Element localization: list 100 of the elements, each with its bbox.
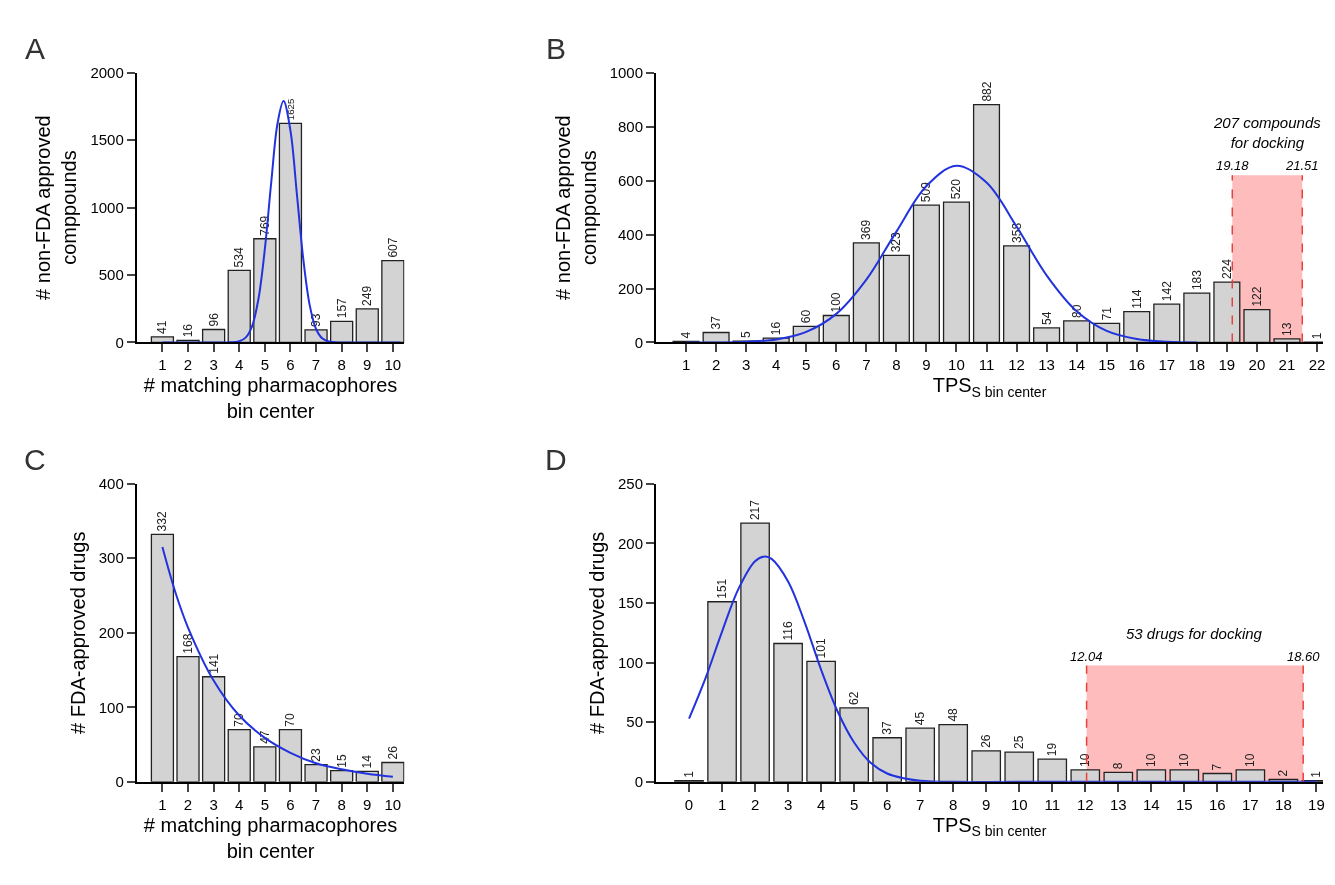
y-tick-label: 1000 bbox=[90, 198, 124, 216]
y-tick-label: 400 bbox=[617, 225, 644, 243]
x-tick-label: 19 bbox=[1218, 356, 1236, 374]
x-tick-label: 9 bbox=[363, 356, 372, 374]
data-label: 15 bbox=[334, 754, 349, 768]
x-tick-label: 10 bbox=[948, 356, 965, 374]
x-tick-label: 12 bbox=[1076, 795, 1094, 813]
x-tick-label: 20 bbox=[1248, 356, 1266, 374]
data-label: 16 bbox=[181, 323, 196, 338]
x-tick-label: 1 bbox=[681, 356, 691, 374]
data-label: 116 bbox=[781, 621, 796, 641]
data-label: 62 bbox=[847, 691, 862, 705]
x-tick-label: 4 bbox=[235, 356, 244, 374]
x-tick-label: 2 bbox=[183, 795, 193, 813]
y-tick-label: 100 bbox=[617, 653, 644, 671]
y-tick-label: 0 bbox=[634, 773, 644, 791]
x-tick-label: 8 bbox=[892, 356, 901, 374]
data-label: 45 bbox=[913, 711, 928, 726]
x-tick-label: 21 bbox=[1278, 356, 1296, 374]
x-tick-label: 13 bbox=[1109, 795, 1127, 813]
data-label: 157 bbox=[334, 297, 349, 319]
x-tick-label: 2 bbox=[183, 356, 193, 374]
data-label: 7 bbox=[1210, 763, 1225, 771]
data-label: 19 bbox=[1045, 742, 1060, 757]
data-label: 369 bbox=[859, 219, 874, 240]
data-label: 607 bbox=[385, 237, 400, 258]
data-label: 41 bbox=[155, 320, 170, 334]
data-label: 141 bbox=[206, 653, 221, 674]
y-tick-label: 2000 bbox=[90, 64, 124, 81]
data-label: 71 bbox=[1099, 306, 1114, 321]
x-tick-label: 5 bbox=[260, 356, 270, 374]
data-label: 101 bbox=[814, 638, 829, 659]
y-tick-label: 600 bbox=[617, 171, 644, 189]
y-tick-label: 500 bbox=[98, 266, 124, 284]
x-tick-label: 17 bbox=[1158, 356, 1176, 374]
y-tick-label: 250 bbox=[617, 474, 644, 492]
data-label: 1 bbox=[682, 770, 697, 778]
y-tick-label: 100 bbox=[98, 698, 124, 716]
data-label: 70 bbox=[283, 713, 298, 727]
data-label: 122 bbox=[1249, 286, 1264, 307]
data-label: 10 bbox=[1078, 753, 1093, 767]
x-tick-label: 11 bbox=[1044, 795, 1061, 813]
x-tick-label: 6 bbox=[882, 795, 892, 813]
data-label: 96 bbox=[206, 312, 221, 327]
chart-title: A bbox=[25, 32, 46, 65]
ref-line-label: 19.18 bbox=[1216, 158, 1250, 173]
data-label: 25 bbox=[1012, 735, 1027, 750]
y-tick-label: 200 bbox=[617, 534, 644, 552]
x-tick-label: 9 bbox=[363, 795, 372, 813]
data-label: 37 bbox=[709, 315, 724, 330]
band-label: 207 compounds for docking bbox=[1213, 114, 1322, 151]
data-label: 26 bbox=[979, 734, 994, 748]
data-label: 60 bbox=[799, 309, 814, 324]
data-label: 520 bbox=[949, 178, 964, 200]
x-tick-label: 17 bbox=[1242, 795, 1259, 813]
x-tick-label: 18 bbox=[1275, 795, 1292, 813]
x-tick-label: 7 bbox=[311, 795, 321, 813]
y-tick-label: 200 bbox=[98, 624, 124, 642]
data-label: 151 bbox=[715, 578, 730, 599]
x-tick-label: 2 bbox=[711, 356, 721, 374]
data-label: 534 bbox=[232, 247, 247, 268]
data-label: 14 bbox=[360, 754, 375, 769]
x-tick-label: 12 bbox=[1008, 356, 1025, 374]
y-tick-label: 200 bbox=[617, 279, 644, 297]
x-tick-label: 5 bbox=[260, 795, 270, 813]
x-tick-label: 10 bbox=[384, 356, 402, 374]
y-tick-label: 400 bbox=[98, 474, 124, 492]
x-tick-label: 8 bbox=[337, 795, 346, 813]
y-tick-label: 0 bbox=[634, 333, 644, 351]
data-label: 10 bbox=[1243, 753, 1258, 767]
x-axis-title: TPS$_{S bin center}$ bbox=[932, 374, 1047, 400]
x-tick-label: 6 bbox=[286, 795, 295, 813]
x-tick-label: 3 bbox=[209, 356, 218, 374]
y-axis-title: # FDA-approved drugs bbox=[585, 531, 608, 734]
x-tick-label: 10 bbox=[384, 795, 402, 813]
data-label: 37 bbox=[880, 721, 895, 735]
data-label: 882 bbox=[979, 81, 994, 102]
y-tick-label: 300 bbox=[98, 549, 124, 567]
chart-title: B bbox=[546, 32, 567, 65]
x-tick-label: 7 bbox=[916, 795, 925, 813]
x-tick-label: 22 bbox=[1308, 356, 1326, 374]
x-tick-label: 1 bbox=[717, 795, 727, 813]
x-tick-label: 3 bbox=[783, 795, 793, 813]
data-label: 5 bbox=[739, 331, 754, 339]
data-label: 249 bbox=[360, 285, 375, 306]
ref-line-label: 18.60 bbox=[1287, 649, 1321, 664]
data-label: 114 bbox=[1129, 289, 1144, 309]
x-tick-label: 3 bbox=[741, 356, 751, 374]
x-axis-title: # matching pharmacophores bin center bbox=[143, 374, 398, 423]
x-tick-label: 5 bbox=[849, 795, 859, 813]
data-label: 4 bbox=[679, 331, 694, 339]
y-tick-label: 0 bbox=[115, 333, 124, 351]
x-tick-label: 14 bbox=[1142, 795, 1160, 813]
x-tick-label: 19 bbox=[1308, 795, 1325, 813]
x-tick-label: 14 bbox=[1068, 356, 1085, 374]
x-tick-label: 13 bbox=[1038, 356, 1055, 374]
chart-title: C bbox=[24, 443, 46, 476]
x-tick-label: 8 bbox=[337, 356, 346, 374]
data-label: 10 bbox=[1177, 753, 1192, 767]
data-label: 16 bbox=[769, 321, 784, 336]
